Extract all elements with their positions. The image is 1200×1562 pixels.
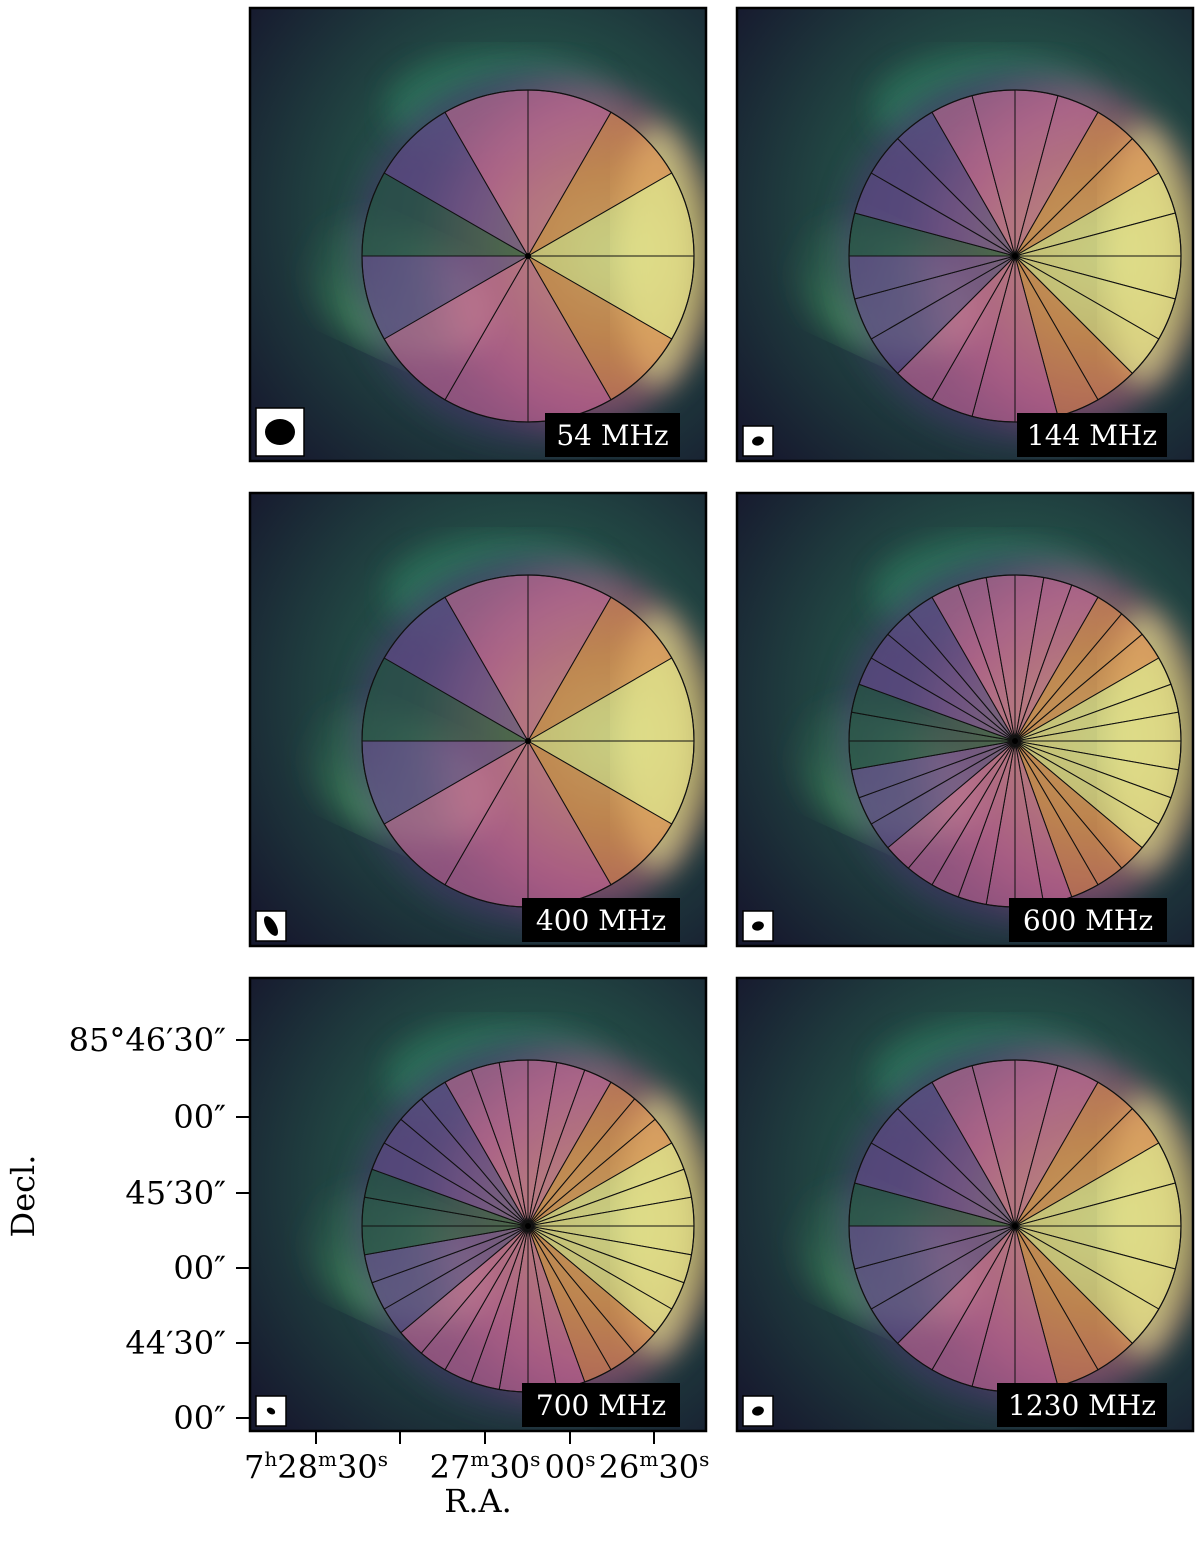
beam-ellipse — [264, 916, 278, 936]
frequency-label: 600 MHz — [1023, 904, 1153, 937]
frequency-label-box — [545, 413, 680, 457]
dec-tick-label: 44′30″ — [125, 1324, 226, 1362]
radio-image: 144 MHz — [737, 8, 1193, 461]
radio-image: 54 MHz — [250, 8, 706, 461]
ra-tick-label: 7h28m30s — [244, 1447, 388, 1486]
panel-frame — [248, 976, 708, 1433]
beam-ellipse — [752, 436, 764, 446]
beam-ellipse — [265, 419, 295, 445]
beam-ellipse — [752, 1406, 764, 1416]
dec-tick-label: 00″ — [173, 1098, 226, 1136]
panel-p54: 54 MHz — [248, 6, 708, 463]
panel-frame — [248, 491, 708, 948]
panel-frame — [735, 491, 1195, 948]
frequency-label-box — [997, 1383, 1167, 1427]
panel-p144: 144 MHz — [735, 6, 1195, 463]
radio-image: 600 MHz — [737, 493, 1193, 946]
dec-tick-label: 45′30″ — [125, 1174, 226, 1212]
sector-overlay — [848, 574, 1182, 908]
panel-frame — [735, 6, 1195, 463]
radio-image: 400 MHz — [250, 493, 706, 946]
frequency-label: 1230 MHz — [1008, 1389, 1156, 1422]
panels-layer: 54 MHz 144 MHz 400 MHz 600 MHz 700 MHz 1230 M… — [248, 6, 1195, 1433]
sector-overlay — [848, 89, 1182, 423]
ra-tick-label: 27m30s — [430, 1447, 541, 1486]
radio-image: 1230 MHz — [737, 978, 1193, 1431]
panel-p600: 600 MHz — [735, 491, 1195, 948]
frequency-label-box — [1009, 898, 1167, 942]
dec-tick-label: 00″ — [173, 1399, 226, 1437]
panel-p1230: 1230 MHz — [735, 976, 1195, 1433]
beam-ellipse — [752, 921, 764, 931]
panel-p700: 700 MHz — [248, 976, 708, 1433]
sector-overlay — [848, 1059, 1182, 1393]
frequency-label-box — [522, 898, 680, 942]
frequency-label: 700 MHz — [536, 1389, 666, 1422]
frequency-label-box — [1017, 413, 1167, 457]
panel-frame — [248, 6, 708, 463]
radio-image: 700 MHz — [250, 978, 706, 1431]
ra-axis: R.A. 7h28m30s 27m30s 00s 26m30s — [244, 1431, 709, 1520]
frequency-label: 144 MHz — [1027, 419, 1157, 452]
sector-overlay — [361, 89, 695, 423]
panel-frame — [735, 976, 1195, 1433]
frequency-label-box — [522, 1383, 680, 1427]
frequency-label: 400 MHz — [536, 904, 666, 937]
dec-tick-label: 00″ — [173, 1249, 226, 1287]
x-axis-label: R.A. — [444, 1482, 512, 1520]
ra-tick-label: 26m30s — [599, 1447, 710, 1486]
y-axis-label: Decl. — [4, 1155, 42, 1238]
ra-tick-label: 00s — [545, 1447, 596, 1486]
sector-overlay — [361, 574, 695, 908]
frequency-label: 54 MHz — [556, 419, 668, 452]
dec-axis: Decl. 85°46′30″ 00″ 45′30″ 00″ 44′30″ 00″ — [4, 1021, 250, 1437]
sector-overlay — [361, 1059, 695, 1393]
beam-ellipse — [266, 1407, 276, 1415]
panel-p400: 400 MHz — [248, 491, 708, 948]
dec-tick-label: 85°46′30″ — [69, 1021, 226, 1059]
